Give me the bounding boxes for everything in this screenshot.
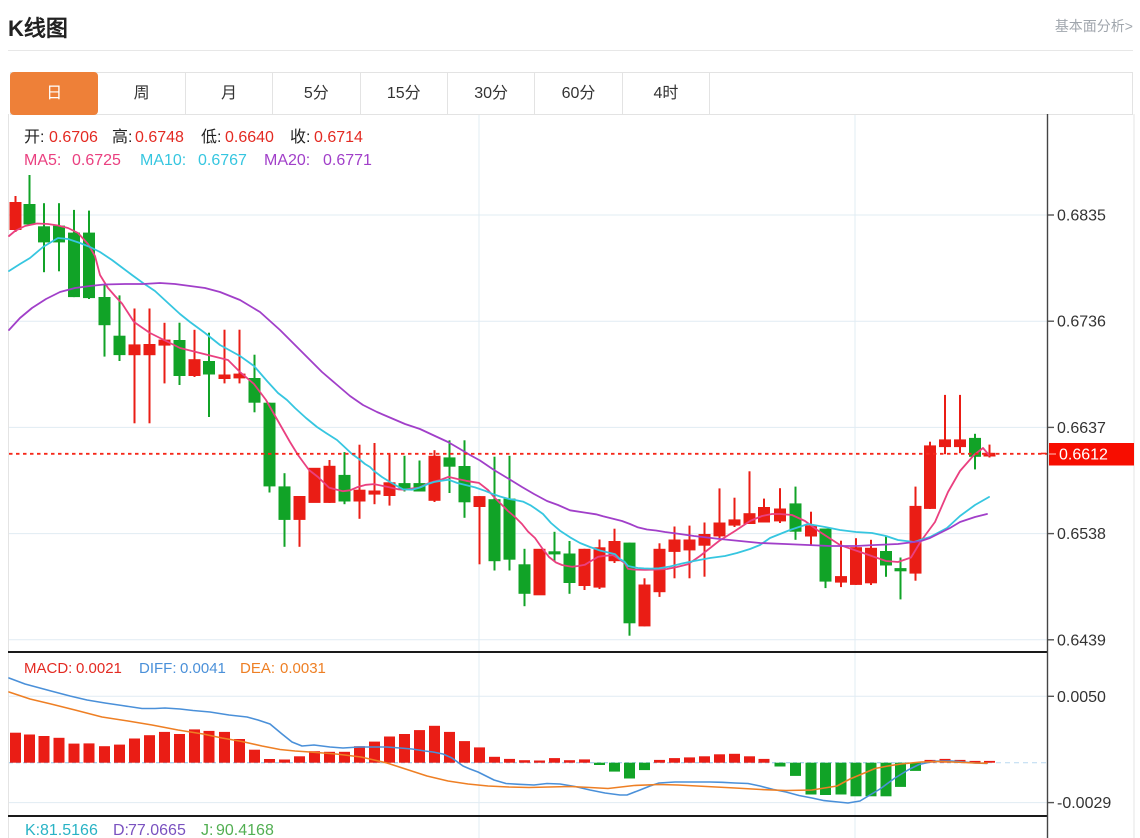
svg-text:开:: 开: — [24, 129, 44, 146]
svg-text:DIFF:: DIFF: — [139, 660, 177, 677]
svg-text:0.6706: 0.6706 — [49, 129, 98, 146]
svg-text:J:: J: — [201, 822, 213, 838]
svg-text:0.0031: 0.0031 — [280, 660, 326, 677]
svg-text:MA5:: MA5: — [24, 152, 61, 169]
svg-text:K:: K: — [25, 822, 40, 838]
svg-text:D:: D: — [113, 822, 129, 838]
svg-text:77.0665: 77.0665 — [128, 822, 186, 838]
svg-text:0.0021: 0.0021 — [76, 660, 122, 677]
svg-text:DEA:: DEA: — [240, 660, 275, 677]
svg-text:MA20:: MA20: — [264, 152, 310, 169]
svg-text:0.6612: 0.6612 — [1059, 447, 1108, 464]
svg-text:0.6767: 0.6767 — [198, 152, 247, 169]
svg-text:0.6771: 0.6771 — [323, 152, 372, 169]
svg-text:低:: 低: — [201, 128, 221, 146]
svg-text:81.5166: 81.5166 — [40, 822, 98, 838]
svg-text:0.0041: 0.0041 — [180, 660, 226, 677]
svg-text:收:: 收: — [290, 128, 310, 146]
svg-text:0.6714: 0.6714 — [314, 129, 363, 146]
svg-text:0.6538: 0.6538 — [1057, 526, 1106, 543]
svg-text:高:: 高: — [112, 128, 132, 146]
svg-text:0.6736: 0.6736 — [1057, 314, 1106, 331]
svg-text:MACD:: MACD: — [24, 660, 72, 677]
svg-text:0.6439: 0.6439 — [1057, 632, 1106, 649]
svg-text:-0.0029: -0.0029 — [1057, 795, 1111, 812]
svg-text:90.4168: 90.4168 — [216, 822, 274, 838]
svg-text:0.0050: 0.0050 — [1057, 689, 1106, 706]
svg-text:MA10:: MA10: — [140, 152, 186, 169]
svg-text:0.6725: 0.6725 — [72, 152, 121, 169]
svg-text:0.6640: 0.6640 — [225, 129, 274, 146]
svg-text:0.6835: 0.6835 — [1057, 208, 1106, 225]
svg-text:0.6637: 0.6637 — [1057, 420, 1106, 437]
svg-text:0.6748: 0.6748 — [135, 129, 184, 146]
